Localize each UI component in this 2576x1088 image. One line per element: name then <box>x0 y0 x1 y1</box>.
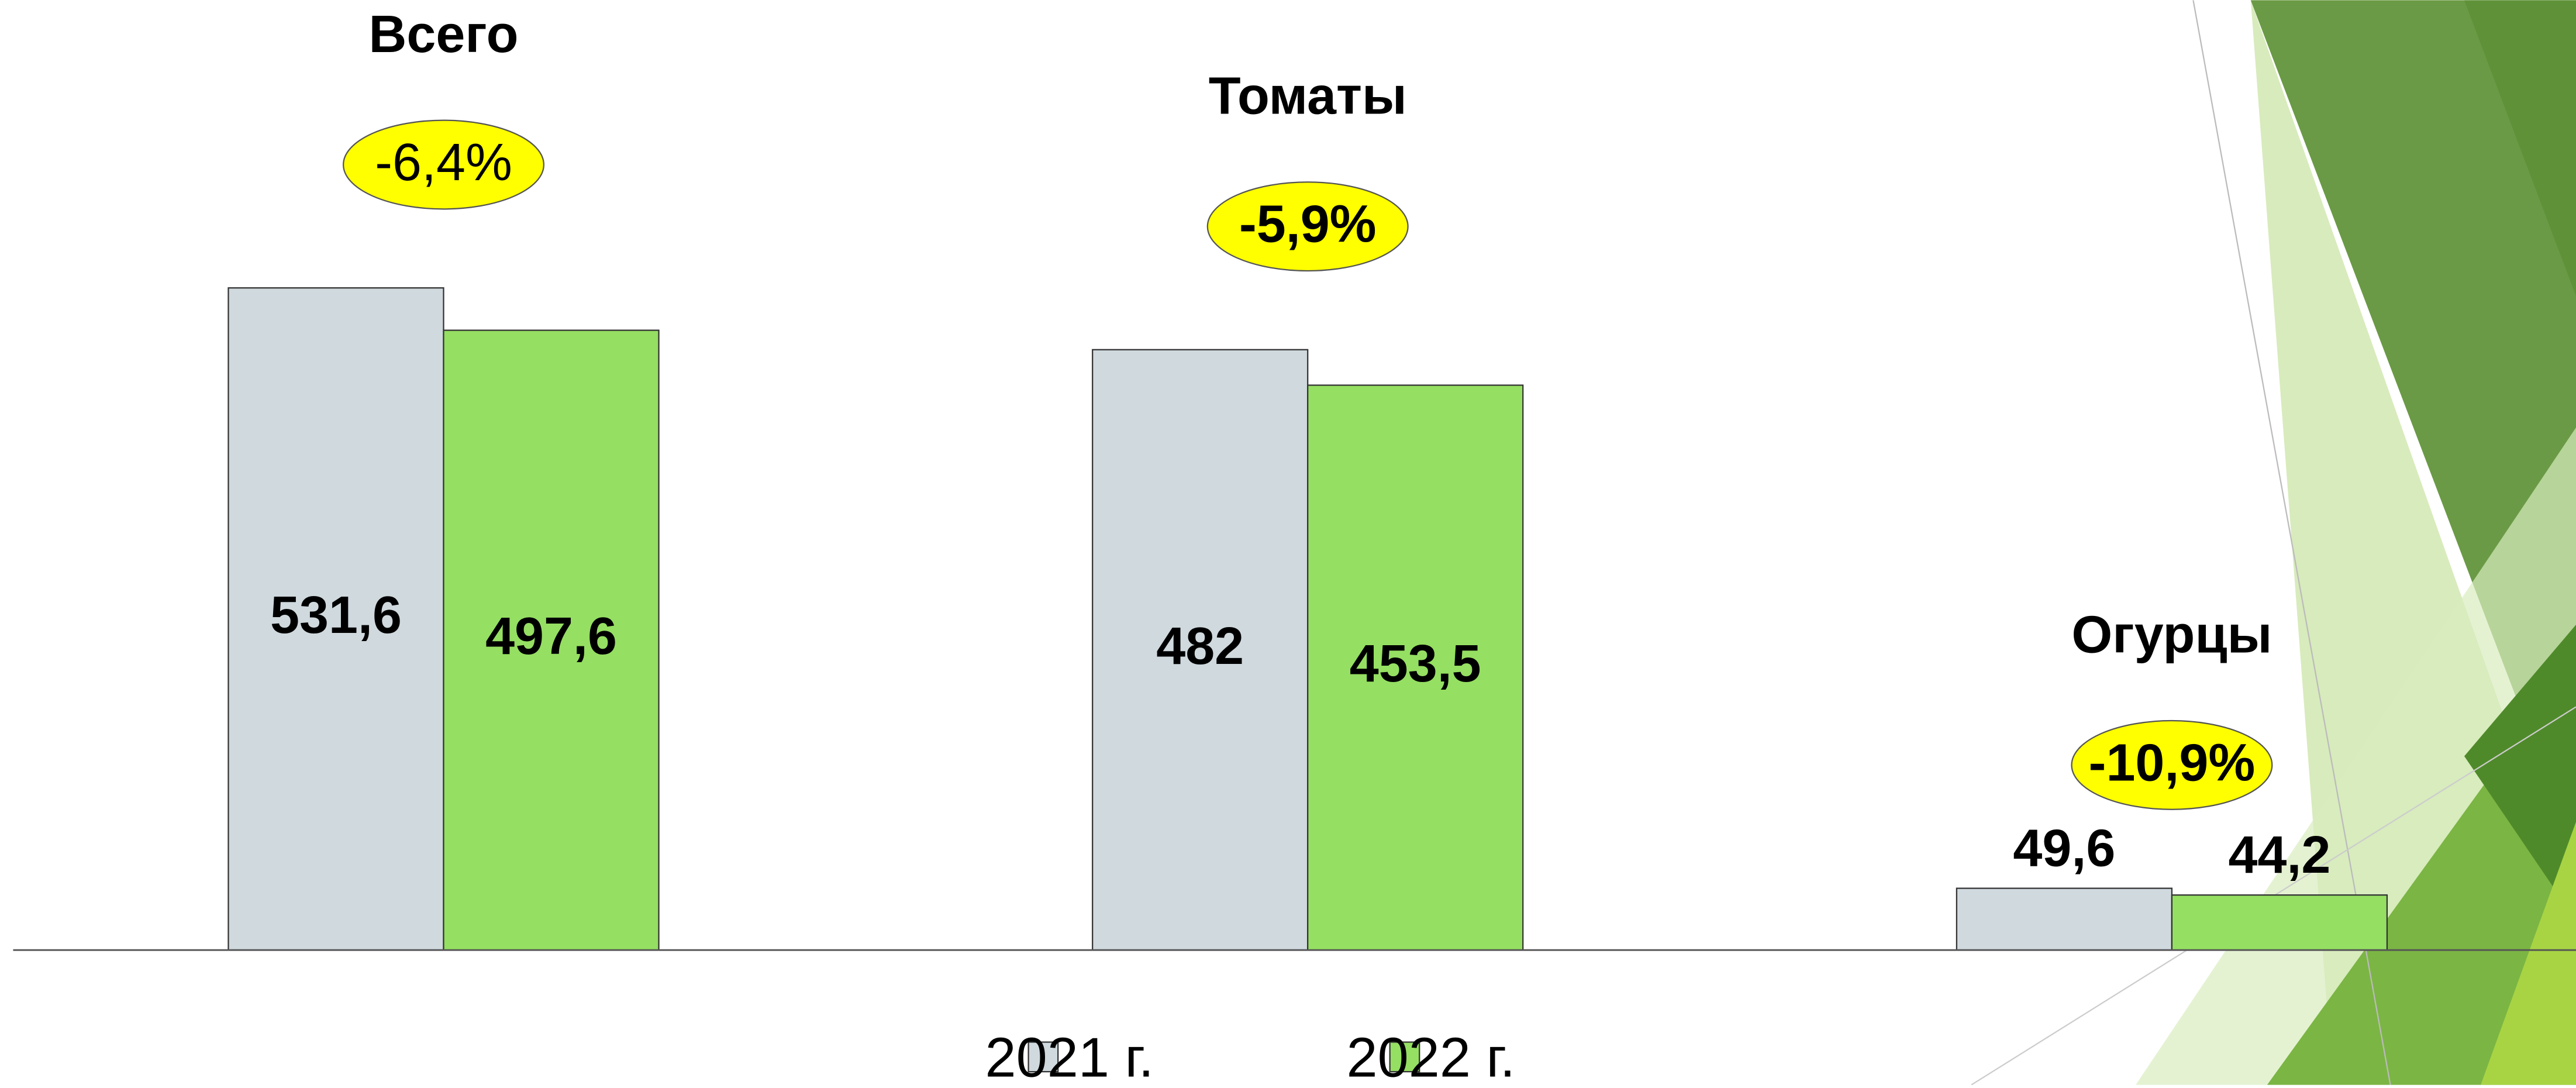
bar <box>443 329 660 951</box>
bar <box>1307 384 1524 951</box>
legend-label: 2021 г. <box>985 1027 1154 1085</box>
change-label: -10,9% <box>2089 734 2256 792</box>
legend-label: 2022 г. <box>1347 1027 1516 1085</box>
value-label: 497,6 <box>485 607 617 666</box>
category-label: Томаты <box>1209 67 1407 126</box>
change-label: -6,4% <box>375 133 512 192</box>
value-label: 531,6 <box>270 586 402 645</box>
value-label: 44,2 <box>2228 826 2330 884</box>
plot: 531,6 497,6 -6,4% Всего 482 453,5 -5,9% Томаты 4… <box>227 5 2388 1088</box>
value-label: 453,5 <box>1350 635 1481 693</box>
change-badge <box>2071 719 2273 810</box>
value-label: 49,6 <box>2013 820 2115 878</box>
legend-swatch <box>1389 1041 1420 1073</box>
bar <box>227 287 444 951</box>
bar <box>2171 894 2388 951</box>
legend-swatch <box>1027 1041 1059 1073</box>
category-label: Всего <box>368 5 518 64</box>
category-label: Огурцы <box>2071 605 2272 664</box>
change-label: -5,9% <box>1239 195 1377 254</box>
bar <box>1092 349 1309 951</box>
bar <box>1956 887 2173 951</box>
change-badge <box>1206 181 1409 272</box>
value-label: 482 <box>1156 617 1244 676</box>
change-badge <box>343 119 545 210</box>
